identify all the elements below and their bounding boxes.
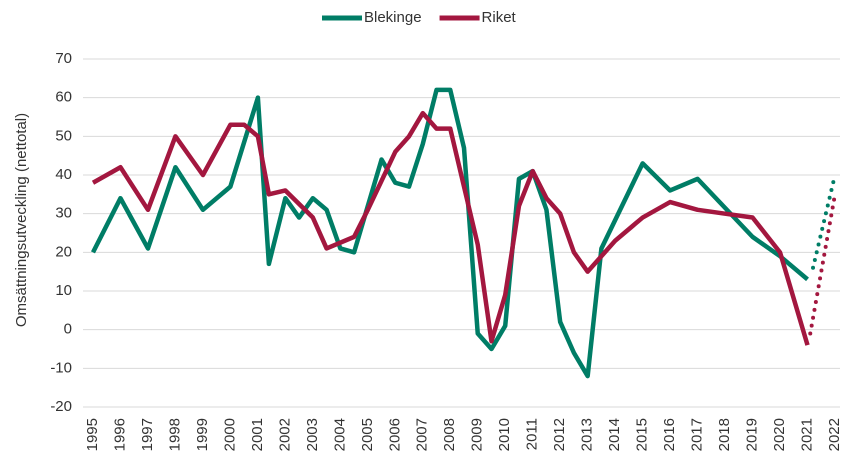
x-tick-label: 2014 [606,418,623,451]
legend-label: Riket [482,9,517,26]
x-tick-label: 2016 [661,418,678,451]
y-tick-label: -10 [50,359,72,376]
line [91,110,810,346]
y-axis-label: Omsättningsutveckling (nettotal) [13,113,30,327]
x-tick-label: 2002 [276,418,293,451]
x-tick-label: 1999 [194,418,211,451]
x-tick-label: 2013 [579,418,596,451]
forecast-line [811,173,837,270]
x-tick-label: 2015 [634,418,651,451]
x-tick-label: 2017 [689,418,706,451]
x-tick-label: 2010 [496,418,513,451]
x-tick-label: 1996 [111,418,128,451]
y-tick-label: 60 [55,89,72,106]
x-tick-label: 2000 [221,418,238,451]
x-tick-label: 2006 [386,418,403,451]
x-tick-label: 2022 [826,418,843,451]
y-tick-label: 30 [55,205,72,222]
y-tick-label: 50 [55,127,72,144]
y-tick-label: -20 [50,398,72,415]
x-tick-label: 2001 [249,418,266,451]
x-tick-label: 2012 [551,418,568,451]
y-tick-label: 0 [64,321,72,338]
x-tick-label: 2005 [359,418,376,451]
x-tick-label: 1995 [84,418,101,451]
x-tick-label: 2011 [524,418,541,450]
x-tick-label: 2003 [304,418,321,451]
legend-label: Blekinge [364,9,422,26]
y-tick-label: 20 [55,243,72,260]
x-tick-label: 2004 [331,418,348,451]
x-tick-label: 2018 [716,418,733,451]
x-tick-label: 2019 [744,418,761,451]
y-tick-label: 40 [55,166,72,183]
line [90,87,809,379]
forecast-line [808,192,837,336]
x-tick-label: 1997 [139,418,156,451]
x-tick-label: 2008 [441,418,458,451]
x-tick-label: 1998 [166,418,183,451]
x-tick-label: 2007 [414,418,431,451]
x-tick-label: 2009 [469,418,486,451]
y-tick-label: 70 [55,50,72,67]
x-tick-label: 2021 [798,418,815,451]
y-tick-label: 10 [55,282,72,299]
x-tick-label: 2020 [771,418,788,451]
